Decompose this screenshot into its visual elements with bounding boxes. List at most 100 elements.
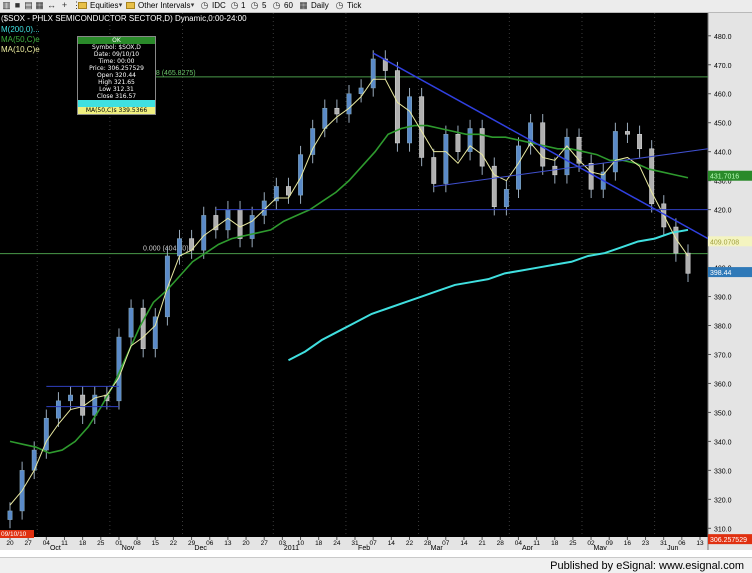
x-month-label: Nov	[122, 545, 135, 550]
chart-icon[interactable]: ▥	[2, 0, 11, 10]
idc-button[interactable]: IDC	[212, 1, 226, 10]
x-tick-label: 31	[351, 540, 359, 547]
candle-body	[479, 128, 485, 167]
start-date-label: 09/10/10	[1, 531, 27, 538]
y-tick-label: 310.0	[714, 526, 732, 533]
x-tick-label: 18	[551, 540, 559, 547]
x-tick-label: 29	[188, 540, 196, 547]
candle-body	[286, 186, 291, 196]
tick-icon[interactable]: ◷	[335, 0, 344, 10]
chart-title: ($SOX - PHLX SEMICONDUCTOR SECTOR,D) Dyn…	[1, 14, 247, 23]
price-chart[interactable]: 310.0 320.0 330.0 340.0 350.0 360.0 370.0 380.0…	[0, 13, 752, 550]
candle-body	[55, 400, 61, 419]
data-row: Price: 306.257529	[89, 65, 144, 72]
interval-5-button[interactable]: 5	[262, 1, 267, 10]
data-row-ma50: MA(50,C)s 339.5366	[78, 107, 155, 114]
price-tag	[708, 170, 752, 181]
interval-1-button[interactable]: 1	[241, 1, 246, 10]
candle-body	[43, 417, 49, 451]
x-tick-label: 27	[25, 540, 33, 547]
legend-ma50: MA(50,C)e	[1, 35, 40, 44]
data-window-header[interactable]: OK	[78, 37, 155, 44]
marker-icon[interactable]: ⋮	[72, 0, 81, 10]
candle-body	[564, 136, 570, 176]
clock-icon[interactable]: ◷	[200, 0, 209, 10]
candle-body	[382, 58, 388, 71]
y-tick-label: 330.0	[714, 468, 732, 475]
price-tag	[708, 236, 752, 247]
candle-body	[516, 145, 521, 190]
intervals-folder-icon[interactable]	[126, 2, 135, 9]
x-month-label: May	[594, 545, 608, 550]
x-month-label: Apr	[522, 545, 534, 550]
x-tick-label: 10	[297, 540, 305, 547]
clock-icon[interactable]: ◷	[230, 0, 239, 10]
x-tick-label: 22	[170, 540, 178, 547]
chevron-down-icon[interactable]: ▾	[190, 2, 195, 9]
daily-button[interactable]: Daily	[311, 1, 329, 10]
x-month-label: Mar	[431, 545, 444, 550]
x-tick-label: 04	[43, 540, 51, 547]
fib-top-label: 18 (465.8275)	[152, 70, 196, 77]
x-tick-label: 15	[152, 540, 160, 547]
status-bar: Published by eSignal: www.esignal.com	[0, 557, 752, 573]
price-tag-label: 306.257529	[710, 537, 747, 544]
ma10-line	[9, 78, 689, 506]
candle-body	[503, 189, 509, 207]
candle-body	[249, 215, 255, 239]
data-row: Low 312.31	[99, 86, 134, 93]
x-tick-label: 06	[206, 540, 214, 547]
y-tick-label: 450.0	[714, 121, 732, 128]
y-tick-label: 320.0	[714, 497, 732, 504]
y-tick-label: 390.0	[714, 295, 732, 302]
candle-body	[467, 128, 473, 152]
candle-body	[310, 128, 316, 155]
candle-body	[201, 215, 207, 251]
intervals-menu[interactable]: Other Intervals	[138, 1, 191, 10]
price-tag-label: 431.7016	[710, 174, 739, 181]
candle-body	[649, 148, 655, 205]
calendar-icon[interactable]: ▦	[299, 0, 308, 10]
x-month-label: Feb	[358, 545, 370, 550]
candle-body	[685, 252, 691, 274]
x-tick-label: 31	[660, 540, 668, 547]
tick-button[interactable]: Tick	[347, 1, 362, 10]
candle-body	[419, 96, 425, 158]
data-row: Date: 09/10/10	[93, 51, 140, 58]
equities-folder-icon[interactable]	[78, 2, 87, 9]
x-tick-label: 25	[569, 540, 577, 547]
candle-body	[298, 154, 304, 196]
x-tick-label: 20	[242, 540, 250, 547]
interval-60-button[interactable]: 60	[284, 1, 293, 10]
clock-icon[interactable]: ◷	[250, 0, 259, 10]
candle-body	[346, 93, 352, 115]
candle-body	[213, 215, 219, 231]
page-icon[interactable]: ▤	[24, 0, 33, 10]
clock-icon[interactable]: ◷	[272, 0, 281, 10]
x-tick-label: 20	[6, 540, 14, 547]
y-tick-label: 420.0	[714, 208, 732, 215]
x-tick-label: 06	[678, 540, 686, 547]
toolbar: ▥ ■ ▤ ▦ ↔ + ⋮ Equities ▾ Other Intervals…	[0, 0, 752, 13]
candle-body	[152, 316, 158, 349]
add-icon[interactable]: +	[61, 0, 68, 10]
ma50-line	[9, 124, 689, 454]
crosshair-icon[interactable]: ↔	[47, 0, 56, 10]
x-tick-label: 07	[442, 540, 450, 547]
y-tick-label: 480.0	[714, 34, 732, 41]
lock-icon[interactable]: ■	[14, 0, 21, 10]
x-tick-label: 16	[624, 540, 632, 547]
bars-icon[interactable]: ▦	[35, 0, 44, 10]
data-window[interactable]: OK Symbol: $SOX,D Date: 09/10/10 Time: 0…	[77, 36, 156, 115]
chevron-down-icon[interactable]: ▾	[118, 2, 123, 9]
x-tick-label: 21	[478, 540, 486, 547]
ma200-line	[288, 228, 689, 362]
x-tick-label: 22	[406, 540, 414, 547]
data-row: Symbol: $SOX,D	[92, 44, 141, 51]
candle-body	[673, 226, 679, 254]
x-month-label: Dec	[194, 545, 207, 550]
equities-menu[interactable]: Equities	[90, 1, 119, 10]
price-tag	[708, 267, 752, 278]
candle-body	[370, 58, 376, 89]
published-by-text: Published by eSignal: www.esignal.com	[550, 560, 744, 572]
